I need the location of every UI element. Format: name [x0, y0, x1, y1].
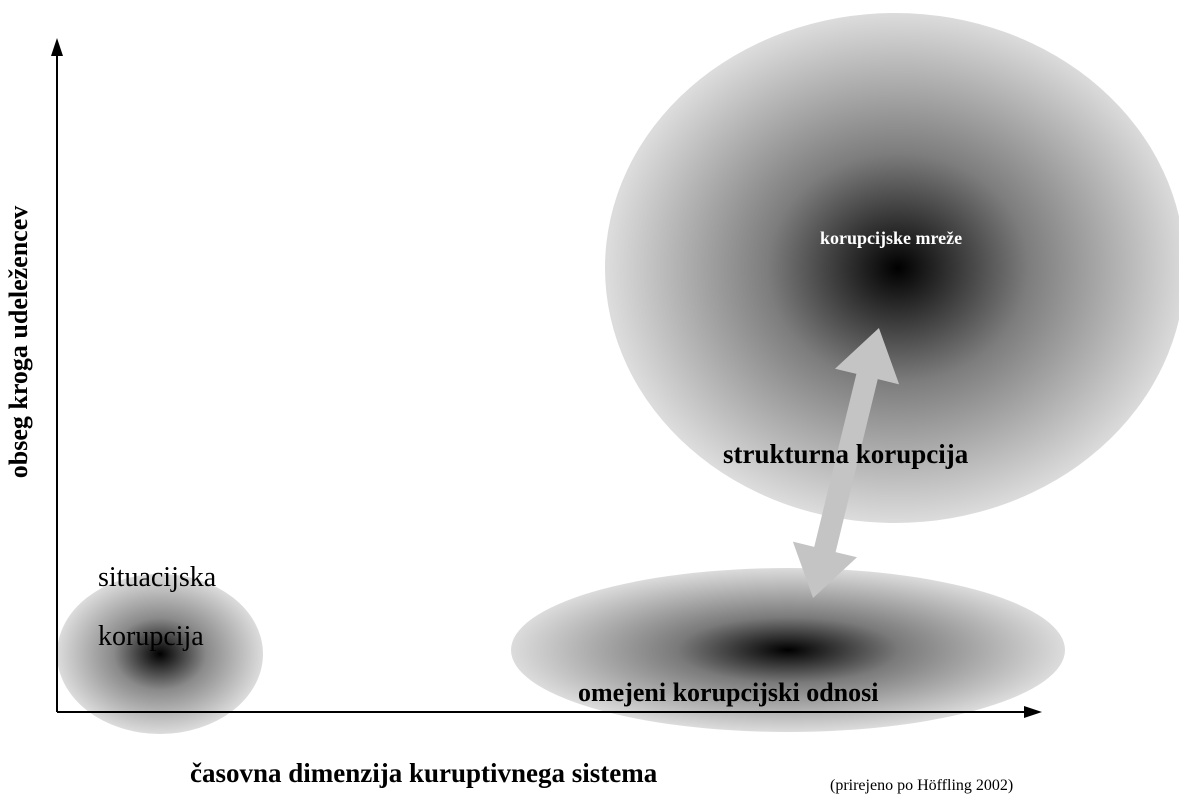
region-situational [57, 574, 263, 734]
region-label: situacijska [98, 562, 217, 593]
region-label: korupcija [98, 621, 204, 652]
region-limited [511, 568, 1065, 732]
region-label: korupcijske mreže [820, 228, 962, 248]
x-axis-arrowhead [1024, 706, 1042, 718]
x-axis-label: časovna dimenzija kuruptivnega sistema [190, 758, 658, 788]
region-network [605, 13, 1179, 523]
double-arrow [792, 327, 900, 599]
region-label: omejeni korupcijski odnosi [578, 678, 879, 707]
arrow-label: strukturna korupcija [723, 439, 969, 469]
y-axis-label: obseg kroga udeležencev [4, 206, 33, 479]
y-axis-arrowhead [51, 38, 63, 56]
source-note: (prirejeno po Höffling 2002) [830, 777, 1013, 794]
